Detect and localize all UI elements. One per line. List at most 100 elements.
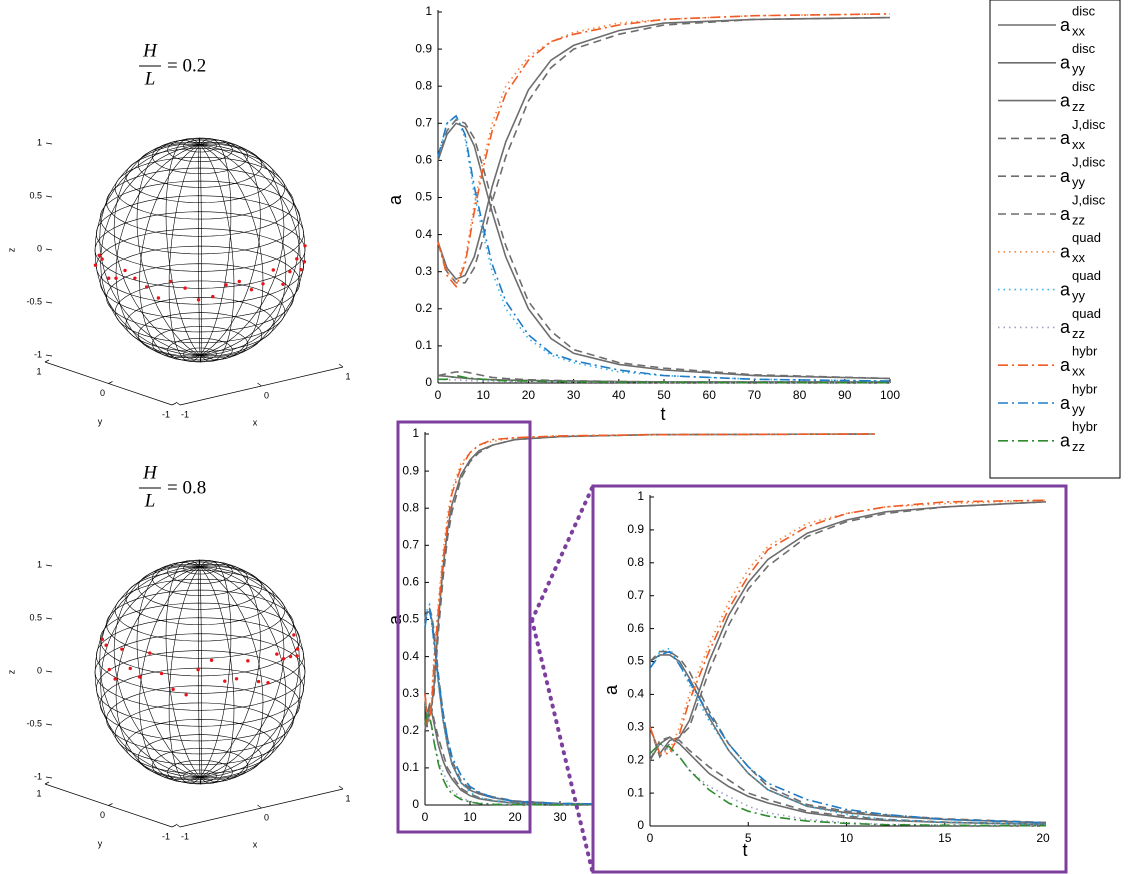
legend-superscript: disc — [1072, 41, 1096, 56]
wireframe — [95, 650, 305, 727]
point — [113, 677, 117, 681]
z-tick-label: 0 — [37, 665, 42, 675]
wireframe — [199, 566, 202, 785]
point — [292, 633, 296, 637]
legend-name: a — [1060, 90, 1071, 110]
y-tick-label: 1 — [36, 788, 41, 798]
x-tick-label: 0 — [647, 831, 654, 845]
point — [275, 652, 279, 656]
point — [249, 287, 254, 292]
x-tick-label: -1 — [181, 409, 189, 419]
wireframe — [99, 667, 301, 742]
y-tick-label: 0.1 — [415, 338, 432, 352]
x-tick-label: 15 — [938, 831, 952, 845]
point — [223, 679, 227, 683]
legend-subscript: yy — [1072, 288, 1086, 303]
z-tick-label: -1 — [34, 771, 42, 781]
x-tick-label: 10 — [477, 388, 491, 402]
z-tick — [45, 564, 53, 567]
wireframe — [199, 566, 264, 782]
y-tick-label: 0.8 — [627, 555, 644, 569]
x-tick-label: 1 — [345, 371, 350, 381]
point — [302, 260, 307, 264]
wireframe — [199, 139, 261, 356]
x-tick-label: 90 — [838, 388, 852, 402]
point — [171, 687, 175, 692]
point — [211, 294, 215, 299]
wireframe — [199, 561, 261, 778]
y-tick-label: 0.7 — [415, 115, 432, 129]
wireframe — [168, 144, 201, 362]
series-line — [437, 16, 891, 284]
zoom-connector — [530, 618, 594, 872]
legend-box — [989, 0, 1121, 479]
legend-superscript: disc — [1072, 3, 1096, 18]
wireframe — [198, 559, 201, 778]
zoom-region — [396, 420, 532, 834]
z-tick-label: 0.5 — [29, 612, 42, 622]
wireframe — [99, 565, 201, 778]
point — [295, 647, 300, 651]
x-tick-label: 100 — [880, 388, 900, 402]
point — [246, 659, 250, 663]
wireframe — [168, 566, 201, 784]
y-tick-label: 0 — [100, 388, 105, 398]
point — [237, 279, 241, 284]
legend-superscript: quad — [1072, 268, 1101, 283]
legend-name: a — [1060, 393, 1071, 413]
wireframe — [95, 617, 305, 694]
x-tick-label: 20 — [1036, 831, 1050, 845]
point — [120, 647, 124, 651]
x-tick-label: 1 — [345, 793, 350, 803]
x-tick — [338, 363, 344, 368]
legend-name: a — [1060, 355, 1071, 375]
y-tick — [171, 824, 177, 828]
wireframe — [99, 602, 301, 677]
series-line — [437, 13, 891, 289]
legend-name: a — [1060, 166, 1071, 186]
y-tick-label: 0 — [637, 818, 644, 832]
legend-subscript: zz — [1072, 439, 1085, 454]
series-line — [650, 742, 1046, 827]
point — [295, 257, 299, 261]
x-tick — [257, 382, 262, 387]
y-tick-label: 0.9 — [627, 522, 644, 536]
point — [123, 268, 127, 273]
z-tick-label: 1 — [37, 559, 42, 569]
legend-superscript: J,disc — [1072, 192, 1106, 207]
title-denominator: L — [144, 490, 156, 511]
x-tick-label: 0 — [435, 388, 442, 402]
legend-name: a — [1060, 15, 1071, 35]
x-tick-label: 20 — [508, 810, 522, 824]
legend-subscript: xx — [1072, 364, 1086, 379]
inset-frame — [591, 484, 1068, 874]
series-line — [650, 501, 1046, 756]
y-tick-label: -1 — [162, 831, 170, 841]
y-tick-label: 0 — [100, 810, 105, 820]
point — [196, 667, 200, 672]
y-tick-label: 0.2 — [402, 723, 419, 737]
y-tick-label: 0.9 — [415, 41, 432, 55]
series-line — [437, 122, 891, 380]
wireframe — [198, 137, 201, 356]
wireframe — [99, 245, 301, 320]
point — [288, 269, 292, 274]
y-tick — [44, 359, 50, 363]
wireframe — [95, 228, 305, 305]
wireframe — [199, 563, 285, 778]
legend-layer: adiscxxadiscyyadisczzaJ,discxxaJ,discyya… — [989, 0, 1121, 479]
wireframe — [99, 143, 201, 356]
y-tick — [108, 381, 113, 384]
x-axis-label: t — [660, 404, 665, 424]
y-tick-label: 0.7 — [402, 537, 419, 551]
legend-superscript: J,disc — [1072, 117, 1106, 132]
y-tick-label: 0.3 — [627, 719, 644, 733]
wireframe — [199, 143, 300, 356]
series-line — [437, 13, 891, 285]
series-line — [650, 499, 1046, 755]
x-tick-label: 0 — [422, 810, 429, 824]
x-tick — [175, 823, 181, 828]
x-tick-label: 80 — [793, 388, 807, 402]
x-tick-label: 50 — [657, 388, 671, 402]
